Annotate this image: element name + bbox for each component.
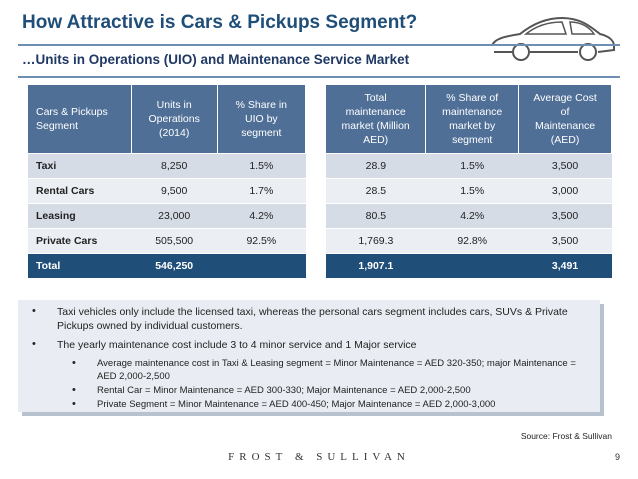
units-cell: 8,250	[131, 152, 218, 178]
share-cell	[217, 252, 306, 278]
market-cell: 28.9	[326, 152, 426, 178]
cost-cell: 3,491	[518, 252, 612, 278]
page-title: How Attractive is Cars & Pickups Segment…	[22, 12, 418, 33]
share-cell	[425, 252, 519, 278]
bullet-dot-icon: •	[32, 305, 36, 317]
table-row: 1,769.3 92.8% 3,500	[326, 227, 612, 253]
cost-cell: 3,500	[518, 227, 612, 253]
cost-cell: 3,500	[518, 152, 612, 178]
segment-cell: Total	[28, 252, 132, 278]
table-row: 28.9 1.5% 3,500	[326, 152, 612, 178]
col-header-share: % Share in UIO by segment	[217, 85, 307, 153]
units-cell: 546,250	[131, 252, 218, 278]
header-text: % Share in UIO by segment	[235, 98, 288, 139]
share-cell: 92.8%	[425, 227, 519, 253]
col-header-market: Total maintenance market (Million AED)	[326, 85, 427, 153]
market-cell: 28.5	[326, 177, 426, 203]
total-row: 1,907.1 3,491	[326, 252, 612, 278]
header-text: Total maintenance market (Million AED)	[341, 91, 410, 146]
title-divider	[18, 44, 620, 46]
footer-brand: FROST & SULLIVAN	[228, 451, 410, 463]
uio-table: Cars & Pickups Segment Units in Operatio…	[28, 85, 307, 278]
market-cell: 1,769.3	[326, 227, 426, 253]
share-cell: 1.5%	[425, 152, 519, 178]
share-cell: 92.5%	[217, 227, 306, 253]
table-row: Rental Cars 9,500 1.7%	[28, 177, 306, 203]
subtitle-divider	[18, 76, 620, 78]
market-cell: 1,907.1	[326, 252, 426, 278]
table-row: Taxi 8,250 1.5%	[28, 152, 306, 178]
segment-cell: Taxi	[28, 152, 132, 178]
segment-cell: Rental Cars	[28, 177, 132, 203]
share-cell: 4.2%	[217, 202, 306, 228]
col-header-share: % Share of maintenance market by segment	[425, 85, 520, 153]
col-header-cost: Average Cost of Maintenance (AED)	[518, 85, 612, 153]
notes-box: • Taxi vehicles only include the license…	[18, 300, 600, 412]
sub-note-text: Private Segment = Minor Maintenance = AE…	[97, 399, 496, 410]
share-cell: 1.7%	[217, 177, 306, 203]
sub-note-text: Rental Car = Minor Maintenance = AED 300…	[97, 385, 471, 396]
total-row: Total 546,250	[28, 252, 306, 278]
bullet-dot-icon: •	[72, 398, 76, 410]
note-text: Taxi vehicles only include the licensed …	[57, 306, 568, 332]
share-cell: 1.5%	[425, 177, 519, 203]
table-row: 80.5 4.2% 3,500	[326, 202, 612, 228]
car-outline-icon	[491, 16, 615, 61]
share-cell: 4.2%	[425, 202, 519, 228]
page-subtitle: …Units in Operations (UIO) and Maintenan…	[22, 52, 410, 67]
table-row: 28.5 1.5% 3,000	[326, 177, 612, 203]
page-number: 9	[614, 452, 620, 462]
sub-note-text: Average maintenance cost in Taxi & Leasi…	[97, 358, 576, 382]
col-header-units: Units in Operations (2014)	[131, 85, 218, 153]
share-cell: 1.5%	[217, 152, 306, 178]
source-note: Source: Frost & Sullivan	[520, 431, 612, 441]
table-row: Leasing 23,000 4.2%	[28, 202, 306, 228]
segment-cell: Private Cars	[28, 227, 132, 253]
market-cell: 80.5	[326, 202, 426, 228]
note-text: The yearly maintenance cost include 3 to…	[57, 339, 417, 351]
header-text: Units in Operations (2014)	[148, 98, 200, 139]
segment-cell: Leasing	[28, 202, 132, 228]
units-cell: 23,000	[131, 202, 218, 228]
bullet-dot-icon: •	[32, 338, 36, 350]
cost-cell: 3,500	[518, 202, 612, 228]
col-header-segment: Cars & Pickups Segment	[28, 85, 132, 153]
table-row: Private Cars 505,500 92.5%	[28, 227, 306, 253]
cost-cell: 3,000	[518, 177, 612, 203]
maintenance-market-table: Total maintenance market (Million AED) %…	[326, 85, 612, 278]
units-cell: 505,500	[131, 227, 218, 253]
units-cell: 9,500	[131, 177, 218, 203]
header-text: Average Cost of Maintenance (AED)	[533, 91, 597, 146]
bullet-dot-icon: •	[72, 384, 76, 396]
header-text: % Share of maintenance market by segment	[442, 91, 503, 146]
header-text: Cars & Pickups Segment	[36, 105, 108, 132]
bullet-dot-icon: •	[72, 357, 76, 369]
